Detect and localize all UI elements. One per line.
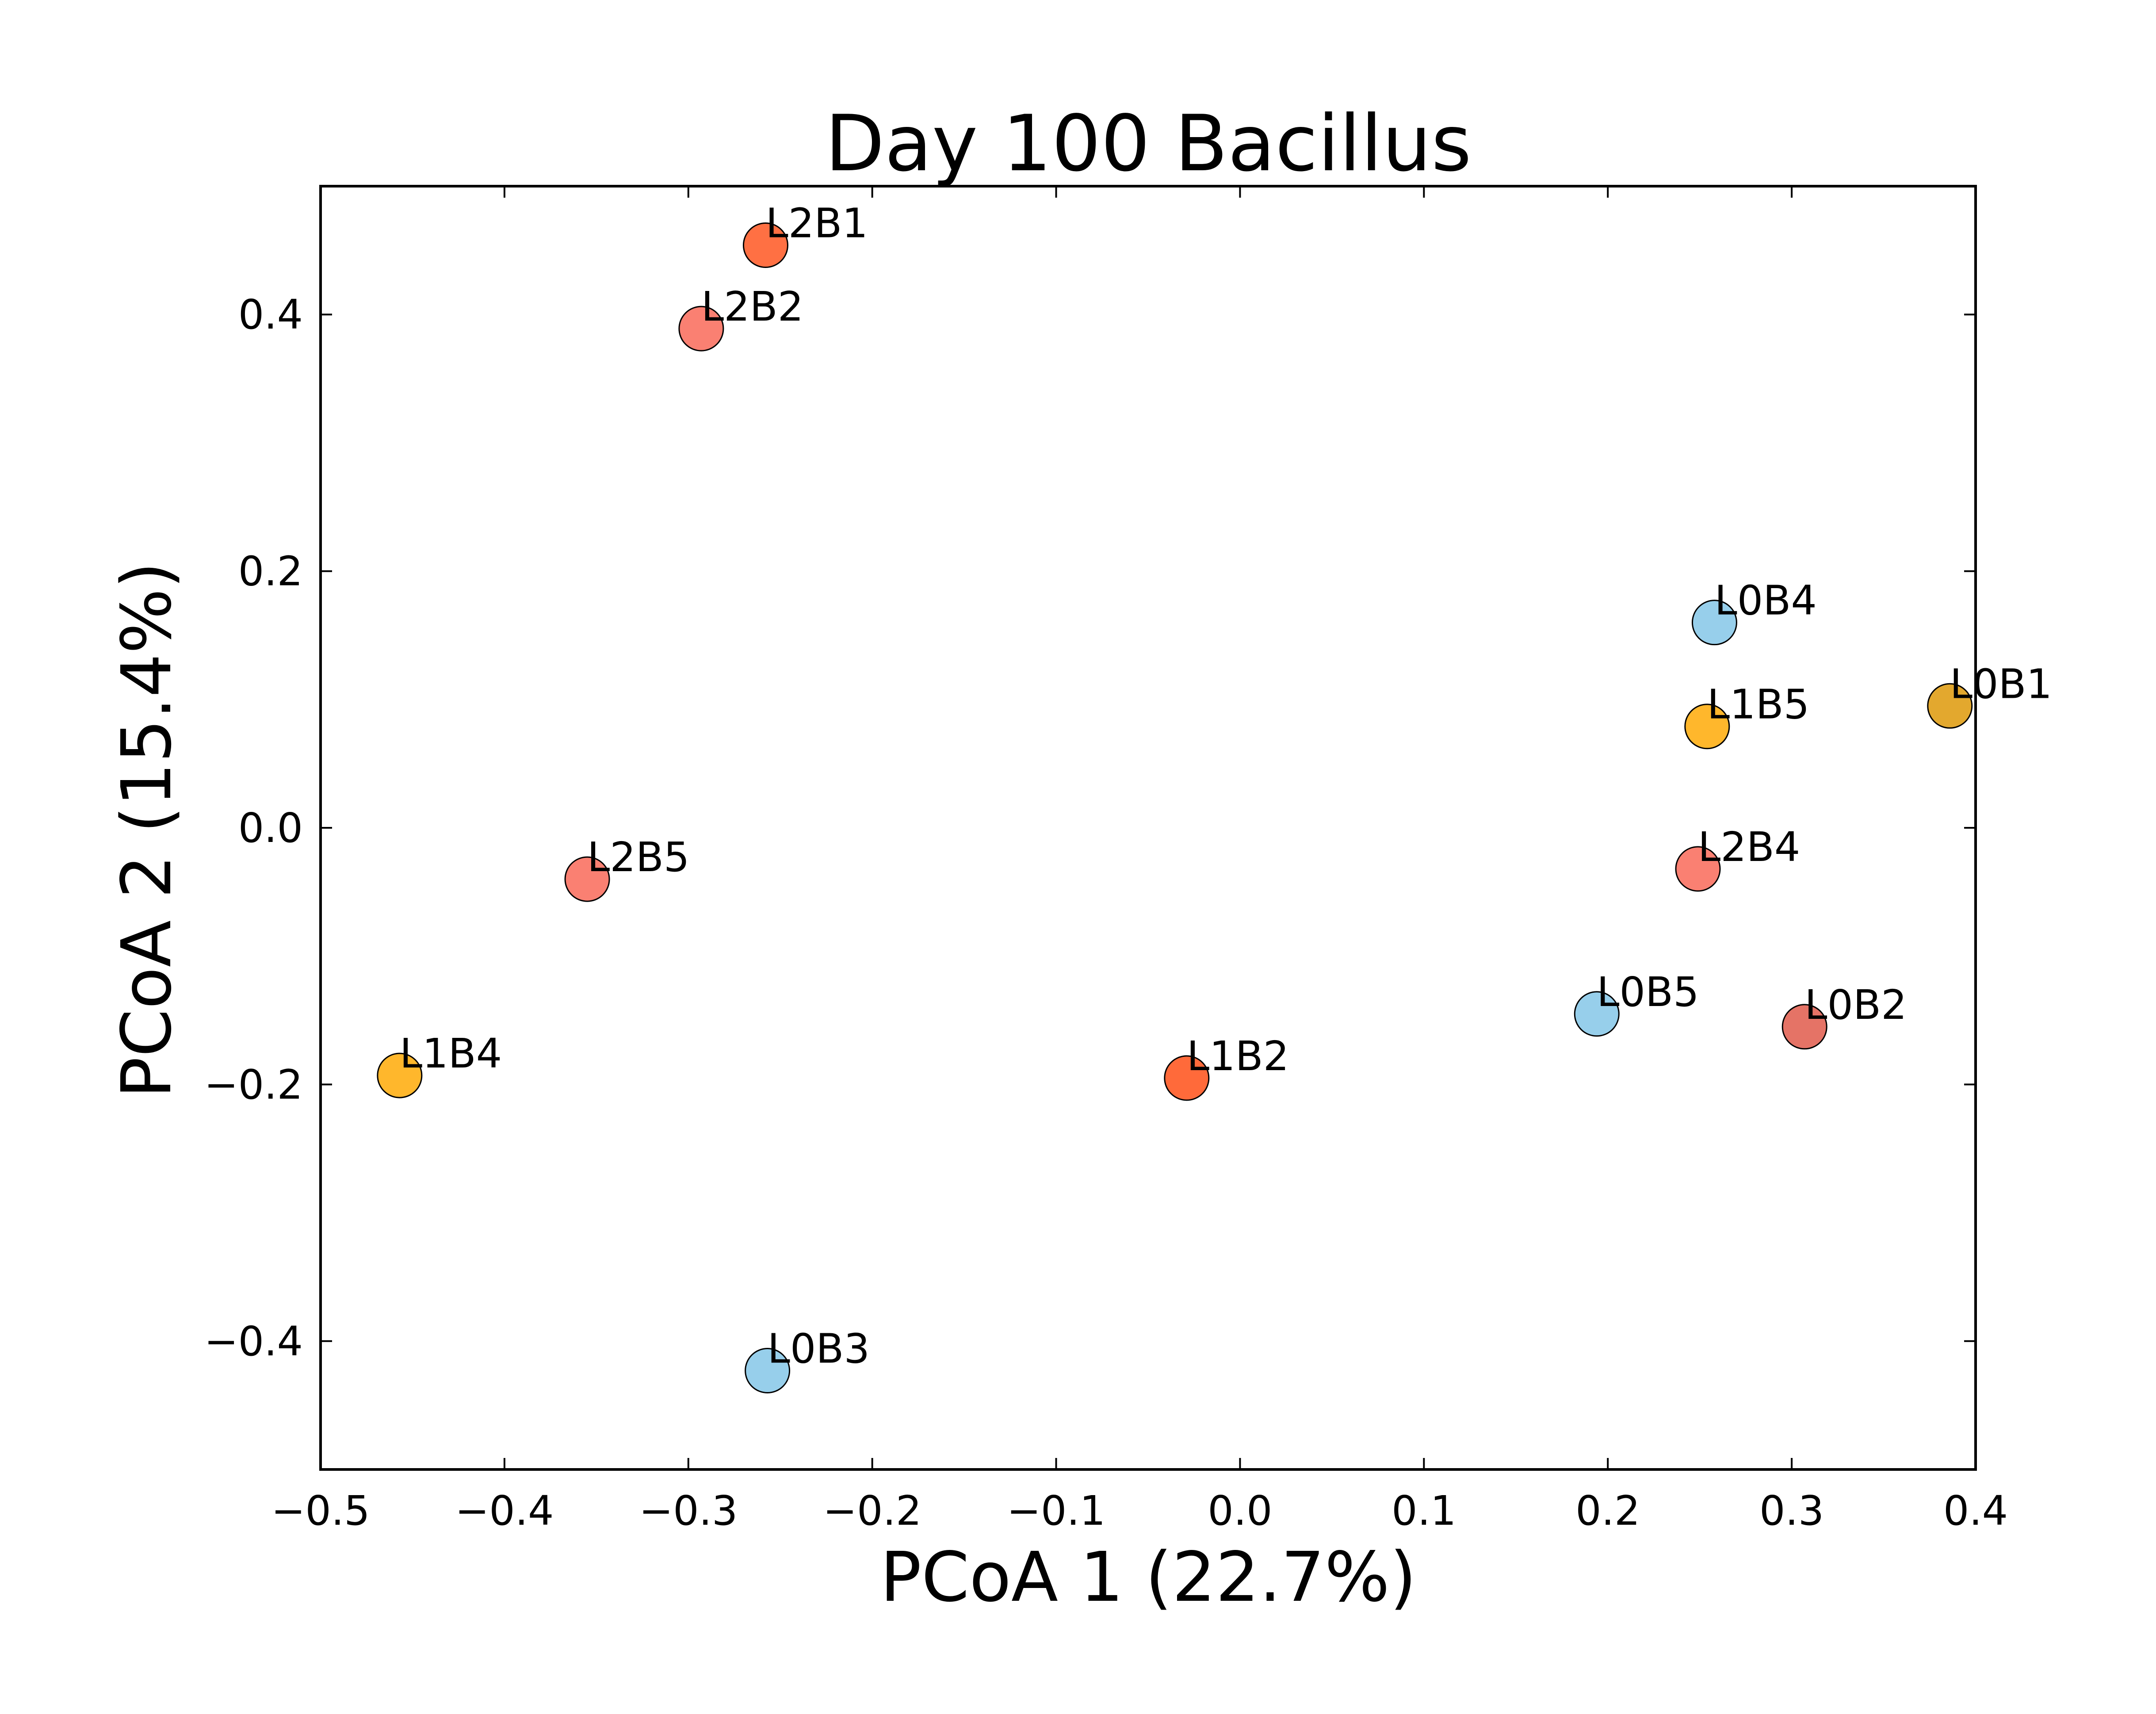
data-point [1574, 991, 1620, 1037]
y-tick-label: 0.0 [238, 804, 303, 852]
data-label: L2B5 [587, 834, 689, 881]
data-point [1164, 1055, 1210, 1101]
data-label: L0B4 [1714, 577, 1816, 624]
y-tick-label: −0.4 [204, 1318, 303, 1365]
data-point [1675, 846, 1721, 892]
x-tick-label: −0.2 [823, 1487, 921, 1534]
data-point [1684, 704, 1730, 750]
x-tick-label: −0.4 [455, 1487, 554, 1534]
data-label: L1B5 [1707, 681, 1809, 728]
data-point [745, 1348, 791, 1394]
y-tick-label: −0.2 [204, 1061, 303, 1108]
data-label: L1B2 [1187, 1033, 1289, 1080]
data-point [742, 222, 788, 268]
y-axis-label: PCoA 2 (15.4%) [107, 562, 187, 1098]
chart-title: Day 100 Bacillus [825, 99, 1472, 189]
data-label: L2B1 [765, 199, 868, 247]
data-label: L2B4 [1698, 823, 1800, 871]
x-axis: −0.5 −0.4 −0.3 −0.2 −0.1 0.0 0.1 0.2 0.3 0.4 [271, 186, 2008, 1534]
data-points: L2B1 L2B2 L0B4 L0B1 L1B5 L2B5 L2B4 L0B5 L0B2 L1B4… [377, 199, 2052, 1394]
data-point [377, 1052, 423, 1098]
x-tick-label: −0.1 [1007, 1487, 1105, 1534]
data-point [1927, 683, 1973, 729]
data-label: L0B2 [1804, 981, 1907, 1029]
x-tick-label: 0.2 [1575, 1487, 1640, 1534]
x-tick-label: 0.4 [1943, 1487, 2008, 1534]
data-point [1781, 1004, 1827, 1050]
data-point [1691, 600, 1737, 646]
x-axis-label: PCoA 1 (22.7%) [880, 1537, 1416, 1617]
data-label: L0B5 [1597, 968, 1699, 1016]
y-tick-label: 0.2 [238, 548, 303, 595]
x-tick-label: −0.5 [271, 1487, 370, 1534]
x-tick-label: 0.3 [1759, 1487, 1824, 1534]
data-label: L1B4 [400, 1030, 502, 1077]
y-tick-label: 0.4 [238, 291, 303, 338]
x-tick-label: 0.0 [1208, 1487, 1272, 1534]
y-axis: −0.4 −0.2 0.0 0.2 0.4 [204, 291, 1976, 1365]
data-label: L0B1 [1950, 660, 2052, 708]
data-point [678, 306, 724, 352]
data-label: L2B2 [701, 283, 803, 330]
data-label: L0B3 [768, 1325, 870, 1373]
x-tick-label: −0.3 [639, 1487, 738, 1534]
data-point [564, 856, 610, 902]
x-tick-label: 0.1 [1391, 1487, 1456, 1534]
